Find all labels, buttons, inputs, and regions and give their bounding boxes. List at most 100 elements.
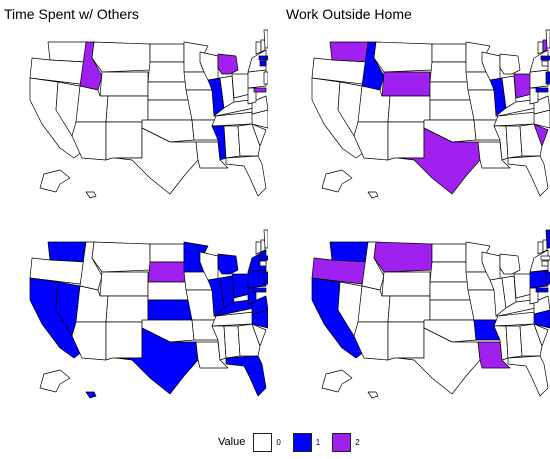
state-me [263,229,268,249]
state-hi [85,191,97,199]
state-nd [431,243,467,263]
state-fl [507,155,549,197]
state-mi [499,253,521,275]
state-nj [263,271,268,285]
state-ct [541,60,549,67]
state-co [105,95,149,123]
state-wa [329,41,371,63]
map-work-outside-home [311,29,550,199]
state-vt [255,41,262,55]
state-ma [540,55,550,61]
state-oh [231,73,251,99]
state-nh [542,239,548,253]
state-oh [513,273,533,299]
state-pa [247,69,267,89]
state-ks [429,99,475,121]
state-sc [533,123,549,147]
state-ak [39,369,71,393]
state-fl [225,155,267,197]
state-ks [147,99,193,121]
state-wy [381,71,431,97]
state-ma [258,55,268,61]
state-mt [91,241,151,273]
state-sd [429,61,469,83]
state-nm [387,321,425,361]
state-nh [260,239,266,253]
state-hi [367,391,379,399]
state-sc [251,123,267,147]
state-az [353,121,389,161]
state-pa [529,69,549,89]
state-md [535,287,549,293]
state-tx [115,127,199,195]
state-az [353,321,389,361]
map-bottom-right [311,229,550,399]
state-nm [105,321,143,361]
state-hi [85,391,97,399]
state-ks [429,299,475,321]
state-ny [247,49,267,73]
state-ct [259,260,267,267]
state-az [71,321,107,361]
state-sd [147,261,187,283]
state-ak [321,369,353,393]
state-tx [397,127,481,195]
legend-label-1: 1 [315,437,321,447]
state-oh [513,73,533,99]
state-nm [387,121,425,161]
state-co [387,95,431,123]
state-hi [367,191,379,199]
state-al [505,325,523,359]
panel-title-work-outside-home: Work Outside Home [286,6,412,22]
legend-title: Value [218,436,246,448]
state-wa [47,41,89,63]
state-ks [147,299,193,321]
state-mi [217,53,239,75]
state-nm [105,121,143,161]
panel-title-time-spent: Time Spent w/ Others [4,6,139,22]
state-nj [263,71,268,85]
state-sc [251,323,267,347]
legend: Value 0 1 2 [218,430,372,454]
state-fl [225,355,267,397]
state-wy [381,271,431,297]
state-ma [540,255,550,261]
state-ny [529,49,549,73]
map-time-spent-w-others [29,29,268,199]
state-nh [260,39,266,53]
state-ms [493,125,509,161]
state-ct [541,260,549,267]
state-al [223,325,241,359]
state-md [253,87,267,93]
state-wy [99,271,149,297]
state-me [263,29,268,49]
legend-swatch-1 [292,432,312,452]
state-ak [321,169,353,193]
state-nj [545,71,550,85]
state-tx [115,327,199,395]
state-sd [429,261,469,283]
state-ne [429,81,473,101]
state-fl [507,355,549,397]
state-mi [499,53,521,75]
state-ny [529,249,549,273]
state-ne [429,281,473,301]
state-az [71,121,107,161]
state-ga [237,323,261,357]
state-al [223,125,241,159]
state-nj [545,271,550,285]
state-nd [431,43,467,63]
state-ak [39,169,71,193]
state-vt [255,241,262,255]
state-mt [373,41,433,73]
state-nh [542,39,548,53]
state-pa [529,269,549,289]
state-ga [519,323,543,357]
state-ga [237,123,261,157]
state-co [105,295,149,323]
state-ga [519,123,543,157]
state-ne [147,281,191,301]
state-nd [149,243,185,263]
state-ms [211,125,227,161]
state-ms [493,325,509,361]
